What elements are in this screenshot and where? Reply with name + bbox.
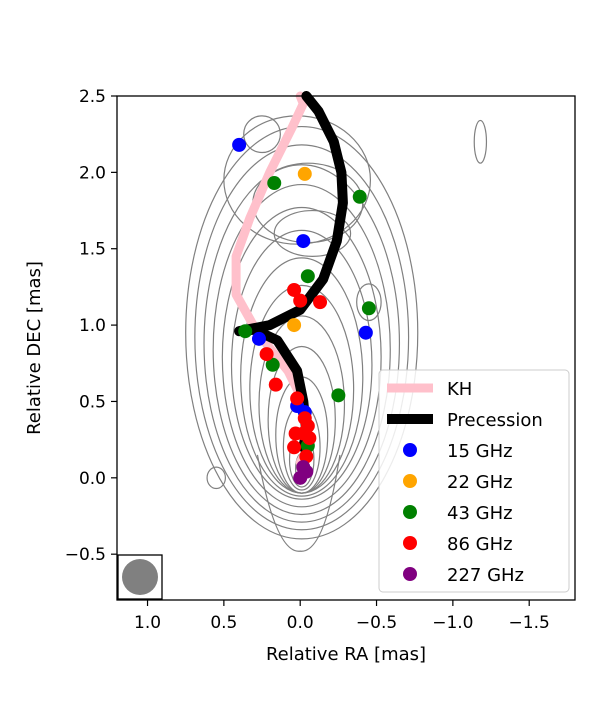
- x-axis-ticks: 1.0 0.5 0.0 −0.5 −1.0 −1.5: [134, 600, 550, 633]
- y-tick-label: 1.0: [79, 316, 106, 336]
- data-point: [302, 431, 317, 446]
- data-point: [267, 176, 282, 191]
- data-point: [297, 166, 312, 181]
- contour-level: [206, 466, 226, 490]
- x-tick-label: 1.0: [134, 613, 161, 633]
- x-tick-label: −0.5: [356, 613, 397, 633]
- legend-label: 43 GHz: [447, 503, 513, 524]
- legend-marker: [403, 505, 417, 519]
- legend-label: 227 GHz: [447, 565, 524, 586]
- legend-label: 86 GHz: [447, 534, 513, 555]
- data-point: [288, 426, 303, 441]
- y-tick-label: −0.5: [65, 545, 106, 565]
- y-tick-label: 2.0: [79, 163, 106, 183]
- contour-level: [230, 229, 373, 500]
- y-tick-label: 0.5: [79, 392, 106, 412]
- data-point: [287, 318, 302, 333]
- data-point: [232, 137, 247, 152]
- beam-ellipse: [122, 559, 158, 595]
- contour-level: [212, 183, 391, 516]
- data-point: [293, 470, 308, 485]
- legend-marker: [403, 474, 417, 488]
- x-axis-label: Relative RA [mas]: [266, 644, 426, 665]
- contour-level: [240, 257, 364, 497]
- legend-marker: [403, 443, 417, 457]
- legend: KH Precession 15 GHz 22 GHz 43 GHz 86 GHz 227 …: [378, 369, 570, 593]
- contour-level: [194, 144, 410, 531]
- model-lines: [231, 91, 348, 467]
- contour-level: [203, 164, 401, 523]
- data-point: [287, 440, 302, 455]
- legend-label: KH: [447, 379, 472, 400]
- contour-level: [243, 115, 281, 154]
- x-tick-label: 0.0: [287, 613, 314, 633]
- data-point: [265, 357, 280, 372]
- y-tick-label: 1.5: [79, 240, 106, 260]
- contour-level: [221, 206, 382, 508]
- data-point: [352, 189, 367, 204]
- contour-level: [256, 454, 341, 552]
- legend-label: 22 GHz: [447, 472, 513, 493]
- plot-frame: [116, 95, 576, 601]
- data-point: [293, 293, 308, 308]
- legend-marker: [403, 567, 417, 581]
- data-point: [331, 388, 346, 403]
- data-point: [296, 234, 311, 249]
- y-axis-ticks: −0.5 0.0 0.5 1.0 1.5 2.0 2.5: [65, 87, 117, 565]
- legend-label: 15 GHz: [447, 441, 513, 462]
- x-tick-label: −1.5: [509, 613, 550, 633]
- contour-level: [185, 125, 419, 540]
- data-point: [300, 269, 315, 284]
- beam-box: [117, 554, 163, 600]
- data-point: [287, 282, 302, 297]
- legend-marker: [403, 536, 417, 550]
- contour-map: [185, 115, 488, 552]
- data-point: [361, 301, 376, 316]
- data-point: [290, 391, 305, 406]
- data-point: [313, 295, 328, 310]
- data-point: [238, 324, 253, 339]
- data-point: [268, 377, 283, 392]
- y-tick-label: 2.5: [79, 87, 106, 107]
- contour-level: [356, 283, 382, 322]
- data-point: [358, 325, 373, 340]
- data-point: [299, 449, 314, 464]
- data-point: [251, 331, 266, 346]
- x-tick-label: 0.5: [210, 613, 237, 633]
- y-axis-label: Relative DEC [mas]: [24, 261, 45, 435]
- contour-level: [473, 119, 488, 164]
- data-point: [259, 347, 274, 362]
- contour-level: [273, 209, 352, 257]
- legend-label: Precession: [447, 410, 543, 431]
- x-tick-label: −1.0: [432, 613, 473, 633]
- precession-line: [234, 91, 348, 453]
- data-points: [232, 137, 376, 485]
- legend-box: [378, 369, 570, 593]
- y-tick-label: 0.0: [79, 469, 106, 489]
